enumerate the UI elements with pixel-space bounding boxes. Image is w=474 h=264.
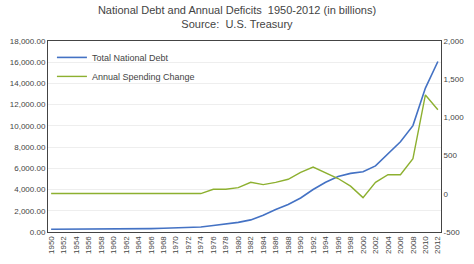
svg-text:1974: 1974 bbox=[196, 236, 205, 254]
svg-text:1952: 1952 bbox=[59, 236, 68, 254]
svg-text:1978: 1978 bbox=[221, 236, 230, 254]
svg-text:Total National Debt: Total National Debt bbox=[92, 53, 169, 63]
svg-text:10,000.00: 10,000.00 bbox=[10, 122, 46, 131]
svg-text:1956: 1956 bbox=[84, 236, 93, 254]
svg-text:1972: 1972 bbox=[184, 236, 193, 254]
svg-text:1990: 1990 bbox=[296, 236, 305, 254]
svg-text:1996: 1996 bbox=[334, 236, 343, 254]
svg-text:2000: 2000 bbox=[359, 236, 368, 254]
svg-text:2,000: 2,000 bbox=[444, 37, 465, 46]
svg-text:2,000.00: 2,000.00 bbox=[14, 207, 46, 216]
svg-text:1986: 1986 bbox=[271, 236, 280, 254]
svg-text:16,000.00: 16,000.00 bbox=[10, 58, 46, 67]
svg-text:2004: 2004 bbox=[384, 236, 393, 254]
svg-text:1966: 1966 bbox=[147, 236, 156, 254]
svg-text:1970: 1970 bbox=[171, 236, 180, 254]
svg-text:18,000.00: 18,000.00 bbox=[10, 37, 46, 46]
svg-text:Annual Spending Change: Annual Spending Change bbox=[92, 72, 195, 82]
svg-text:12,000.00: 12,000.00 bbox=[10, 100, 46, 109]
svg-text:1982: 1982 bbox=[246, 236, 255, 254]
svg-text:1994: 1994 bbox=[321, 236, 330, 254]
svg-text:2008: 2008 bbox=[409, 236, 418, 254]
svg-text:1988: 1988 bbox=[284, 236, 293, 254]
svg-text:6,000.00: 6,000.00 bbox=[14, 164, 46, 173]
svg-text:2002: 2002 bbox=[371, 236, 380, 254]
svg-text:2012: 2012 bbox=[433, 236, 442, 254]
svg-text:8,000.00: 8,000.00 bbox=[14, 143, 46, 152]
svg-text:1964: 1964 bbox=[134, 236, 143, 254]
svg-text:1992: 1992 bbox=[309, 236, 318, 254]
svg-text:1954: 1954 bbox=[72, 236, 81, 254]
svg-text:1968: 1968 bbox=[159, 236, 168, 254]
svg-text:0.00: 0.00 bbox=[30, 228, 46, 237]
svg-text:1976: 1976 bbox=[209, 236, 218, 254]
svg-text:1960: 1960 bbox=[109, 236, 118, 254]
svg-text:2006: 2006 bbox=[396, 236, 405, 254]
svg-text:1,000: 1,000 bbox=[444, 113, 465, 122]
svg-text:14,000.00: 14,000.00 bbox=[10, 79, 46, 88]
svg-text:1962: 1962 bbox=[122, 236, 131, 254]
svg-text:500: 500 bbox=[444, 151, 458, 160]
svg-text:1950: 1950 bbox=[47, 236, 56, 254]
svg-text:1998: 1998 bbox=[346, 236, 355, 254]
svg-text:1,500: 1,500 bbox=[444, 75, 465, 84]
svg-text:1980: 1980 bbox=[234, 236, 243, 254]
svg-text:1984: 1984 bbox=[259, 236, 268, 254]
svg-text:2010: 2010 bbox=[421, 236, 430, 254]
svg-text:4,000.00: 4,000.00 bbox=[14, 185, 46, 194]
svg-text:1958: 1958 bbox=[97, 236, 106, 254]
svg-text:National Debt and Annual Defic: National Debt and Annual Deficits 1950-2… bbox=[98, 4, 376, 30]
svg-text:0: 0 bbox=[444, 190, 449, 199]
svg-text:-500: -500 bbox=[444, 228, 461, 237]
